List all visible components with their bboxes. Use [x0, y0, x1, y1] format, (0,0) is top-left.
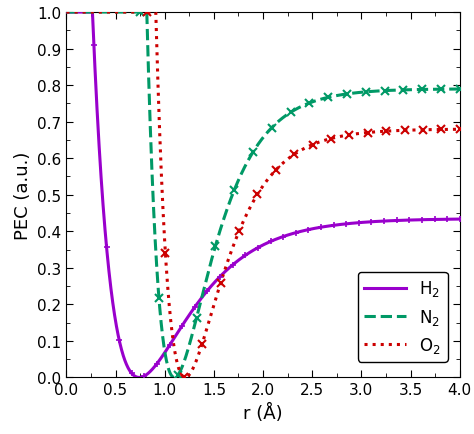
Y-axis label: PEC (a.u.): PEC (a.u.) — [14, 151, 32, 240]
X-axis label: r (Å): r (Å) — [243, 403, 283, 422]
Legend: H$_2$, N$_2$, O$_2$: H$_2$, N$_2$, O$_2$ — [358, 272, 447, 362]
